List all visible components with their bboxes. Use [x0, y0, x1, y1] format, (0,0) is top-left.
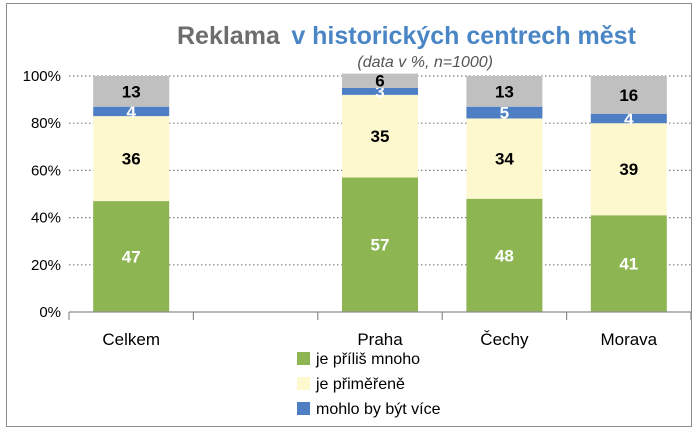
bar-segment	[93, 201, 170, 312]
data-label: 39	[619, 160, 638, 179]
chart-title-part1: Reklama	[177, 22, 281, 50]
data-label: 3	[375, 82, 384, 101]
x-tick-label: Čechy	[480, 330, 529, 349]
bar-segment	[466, 198, 543, 312]
bar-segment	[93, 116, 170, 202]
data-label: 35	[371, 127, 390, 146]
data-label: 4	[624, 109, 634, 128]
legend-label: je příliš mnoho	[315, 351, 420, 368]
data-label: 13	[495, 82, 514, 101]
x-tick-label: Praha	[357, 330, 403, 349]
chart-subtitle: (data v %, n=1000)	[357, 54, 493, 71]
chart-title: Reklama v historických centrech měst	[177, 22, 637, 50]
data-label: 16	[619, 86, 638, 105]
bar-segment	[466, 118, 543, 199]
data-label: 34	[495, 150, 514, 169]
legend-swatch	[297, 402, 310, 415]
y-tick-label: 100%	[23, 68, 61, 85]
data-label: 36	[122, 150, 141, 169]
bar-segment	[93, 106, 170, 117]
y-axis: 0% 20% 40% 60% 80% 100%	[23, 68, 61, 321]
data-label: 48	[495, 246, 514, 265]
legend-label: je přiměřeně	[315, 376, 405, 393]
data-label: 6	[375, 72, 384, 91]
legend-swatch	[297, 352, 310, 365]
bar-segment	[590, 113, 667, 124]
y-tick-label: 0%	[39, 304, 61, 321]
data-label: 4	[126, 102, 136, 121]
legend-label: mohlo by být více	[316, 401, 441, 418]
bar-segment	[590, 76, 667, 114]
x-tick-label: Celkem	[102, 330, 160, 349]
bar-segment	[342, 73, 418, 88]
chart: Reklama v historických centrech měst (da…	[23, 22, 692, 418]
bar-segment	[342, 87, 418, 95]
data-label: 5	[500, 104, 509, 123]
y-tick-label: 20%	[31, 257, 61, 274]
legend-swatch	[297, 377, 310, 390]
bar-segment	[466, 76, 543, 107]
x-axis: Celkem Praha Čechy Morava	[68, 311, 692, 349]
data-label: 13	[122, 82, 141, 101]
bar-segment	[590, 123, 667, 216]
bar-segment	[590, 215, 667, 312]
bar-segment	[93, 76, 170, 107]
data-label: 41	[619, 255, 638, 274]
bar-segment	[342, 94, 418, 178]
chart-title-part2: v historických centrech měst	[291, 22, 636, 50]
x-tick-label: Morava	[600, 330, 657, 349]
bar-segment	[342, 177, 418, 312]
bar-segment	[466, 106, 543, 119]
y-tick-label: 40%	[31, 210, 61, 227]
y-tick-label: 60%	[31, 162, 61, 179]
chart-frame: Reklama v historických centrech měst (da…	[6, 3, 692, 427]
data-label: 57	[371, 236, 390, 255]
y-tick-label: 80%	[31, 115, 61, 132]
legend: je příliš mnoho je přiměřeně mohlo by být …	[297, 351, 441, 418]
data-label: 47	[122, 248, 141, 267]
